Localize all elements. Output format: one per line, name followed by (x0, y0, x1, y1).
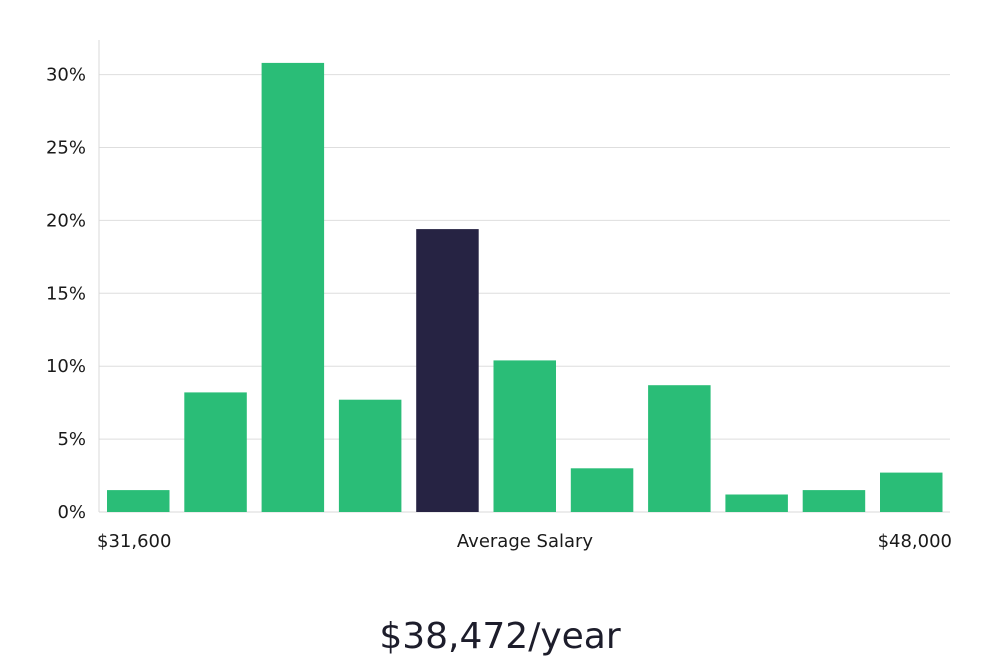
bar (648, 385, 711, 512)
average-salary-headline: $38,472/year (379, 616, 621, 657)
x-min-label: $31,600 (97, 531, 171, 552)
bar-average-salary (416, 229, 479, 512)
y-tick-label: 30% (46, 65, 86, 86)
y-tick-label: 20% (46, 210, 86, 231)
bar (107, 490, 170, 512)
y-axis-ticks: 0% 5% 10% 15% 20% 25% 30% (46, 65, 86, 523)
bar (338, 399, 402, 512)
bar (802, 490, 866, 512)
x-max-label: $48,000 (878, 531, 952, 552)
bars (107, 62, 943, 513)
y-tick-label: 5% (57, 429, 86, 450)
y-tick-label: 10% (46, 356, 86, 377)
bar (261, 62, 325, 513)
bar (184, 392, 247, 512)
x-center-label: Average Salary (457, 531, 594, 552)
bar (493, 360, 556, 512)
bar (880, 472, 943, 512)
y-tick-label: 0% (57, 502, 86, 523)
y-tick-label: 15% (46, 283, 86, 304)
bar (725, 494, 788, 512)
y-tick-label: 25% (46, 138, 86, 159)
bar (570, 468, 634, 512)
